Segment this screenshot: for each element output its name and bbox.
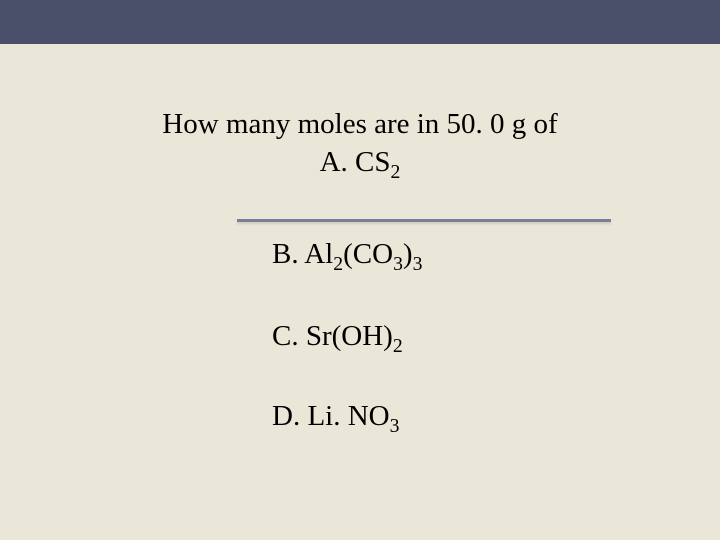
option-b-close: )	[403, 238, 413, 270]
option-b-sub2: 3	[393, 253, 403, 275]
option-c-prefix: C. Sr(OH)	[272, 320, 393, 352]
option-d-prefix: D. Li. NO	[272, 400, 390, 432]
slide-content: How many moles are in 50. 0 g of A. CS2 …	[0, 44, 720, 540]
option-a-sub: 2	[391, 161, 401, 183]
question-option-d: D. Li. NO3	[272, 400, 399, 433]
option-a-prefix: A. CS	[320, 146, 391, 178]
option-b-mid: (CO	[343, 238, 393, 270]
option-b-sub3: 3	[413, 253, 423, 275]
title-bar	[0, 0, 720, 44]
divider-line	[237, 219, 611, 222]
question-line-1: How many moles are in 50. 0 g of	[0, 108, 720, 141]
question-option-c: C. Sr(OH)2	[272, 320, 403, 353]
question-option-b: B. Al2(CO3)3	[272, 238, 422, 271]
question-option-a: A. CS2	[0, 146, 720, 179]
option-d-sub: 3	[390, 415, 400, 437]
option-b-prefix: B. Al	[272, 238, 333, 270]
option-b-sub1: 2	[333, 253, 343, 275]
question-text-1: How many moles are in 50. 0 g of	[162, 108, 557, 140]
option-c-sub: 2	[393, 335, 403, 357]
